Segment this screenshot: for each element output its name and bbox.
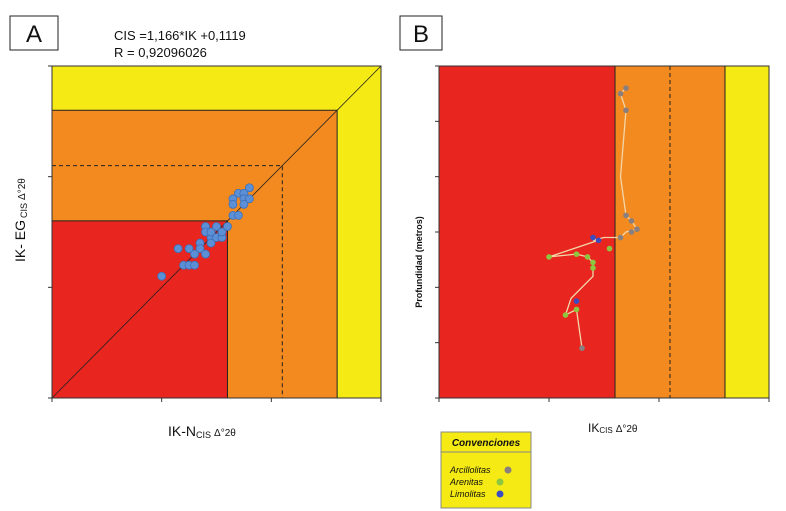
regression-equation: CIS =1,166*IK +0,1119 [114,28,246,43]
panel-b: B Profundidad (metros) IKCIS Δ°2θ Convenc… [399,15,770,509]
panel-a-xlabel-sub: CIS [196,430,211,440]
plot-b-area [435,65,770,402]
scatter-point [212,222,221,231]
scatter-point [234,210,243,220]
panel-b-letter: B [413,21,429,48]
scatter-point [217,227,227,237]
profile-point-arenitas [590,265,596,271]
panel-b-ylabel: Profundidad (metros) [414,216,424,308]
profile-point-arcillolitas [623,212,629,219]
panel-a-xlabel-unit: Δ°2θ [214,428,236,439]
legend: Convenciones Arcillolitas Arenitas Limol… [440,431,532,509]
profile-point-limolitas [590,234,596,241]
profile-point-arcillolitas [623,85,629,91]
scatter-point [223,222,232,231]
plot-a-area [48,65,382,402]
panel-b-letter-box [399,15,443,51]
legend-label-limolitas: Limolitas [450,489,486,499]
zone-epizona [439,66,615,398]
plot-a-frame [51,65,382,399]
correlation-r: R = 0,92096026 [114,45,207,60]
panel-a-letter-box [9,15,59,51]
panel-a-letter: A [26,21,42,48]
panel-a: A CIS =1,166*IK +0,1119 R = 0,92096026 I… [9,15,382,440]
profile-point-arenitas [584,254,591,260]
profile-point-arcillolitas [623,107,629,114]
profile-point-arcillolitas [617,90,624,97]
panel-b-xlabel-unit: Δ°2θ [616,424,638,435]
panel-b-xlabel: IKCIS Δ°2θ [588,421,638,435]
profile-point-arenitas [546,254,552,260]
scatter-point [173,244,183,254]
legend-title: Convenciones [452,438,521,449]
scatter-point [206,238,216,248]
profile-point-arenitas [606,245,613,252]
profile-point-arenitas [573,306,580,313]
legend-marker-arcillolitas [504,466,512,474]
scatter-point [190,260,199,270]
profile-point-arcillolitas [628,218,635,224]
scatter-point [239,199,249,209]
profile-point-arenitas [590,259,596,266]
legend-marker-limolitas [496,490,504,498]
diagonal-line [51,65,382,399]
scatter-point [228,199,238,209]
scatter-point [244,194,254,204]
scatter-point [206,227,216,237]
panel-a-ylabel: IK- EG CIS Δ°2θ [12,178,29,262]
scatter-point [184,244,194,254]
dashed-boundary-line [52,165,283,398]
panel-a-ylabel-main: IK- EG [12,220,28,262]
profile-point-arcillolitas [579,345,585,352]
profile-point-arcillolitas [634,226,640,233]
scatter-point [157,271,167,281]
panel-b-xlabel-main: IK [588,421,599,435]
panel-a-ylabel-unit: Δ°2θ [17,178,28,200]
legend-label-arcillolitas: Arcillolitas [449,465,491,475]
legend-box [440,431,532,509]
panel-b-xlabel-sub: CIS [599,426,612,435]
profile-point-limolitas [595,237,602,244]
panel-a-ylabel-sub: CIS [19,203,29,218]
panel-a-xlabel: IK-NCIS Δ°2θ [168,423,236,440]
scatter-point [244,183,254,193]
legend-marker-arenitas [496,478,504,486]
scatter-point [190,249,199,259]
profile-point-arcillolitas [617,234,624,241]
profile-point-arenitas [562,312,569,318]
scatter-point [195,244,205,254]
profile-point-arenitas [573,251,580,257]
legend-label-arenitas: Arenitas [449,477,484,487]
profile-point-arcillolitas [628,229,635,235]
panel-a-xlabel-main: IK-N [168,423,196,439]
zone-diagenesis-tardia [725,66,769,398]
scatter-point [201,249,210,259]
profile-point-limolitas [573,298,580,304]
